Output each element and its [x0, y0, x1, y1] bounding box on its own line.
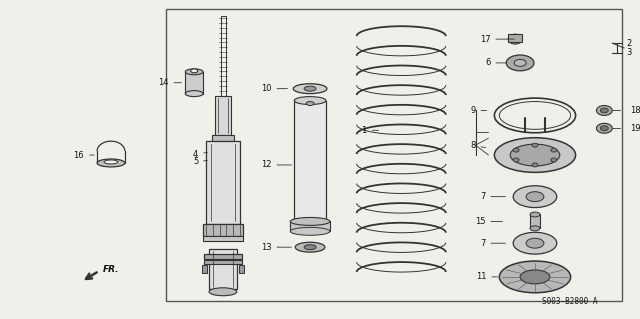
Ellipse shape	[97, 159, 125, 167]
Text: 8: 8	[470, 141, 486, 150]
Bar	[530, 214, 540, 228]
Ellipse shape	[514, 59, 526, 66]
Bar	[215, 96, 231, 135]
Bar	[508, 34, 522, 42]
Text: 17: 17	[480, 35, 515, 44]
Ellipse shape	[513, 186, 557, 208]
Ellipse shape	[104, 160, 118, 164]
Text: 14: 14	[158, 78, 182, 87]
Ellipse shape	[291, 227, 330, 235]
Ellipse shape	[532, 143, 538, 147]
Ellipse shape	[304, 86, 316, 91]
Text: 1: 1	[362, 126, 379, 135]
Ellipse shape	[532, 163, 538, 167]
Bar	[239, 265, 244, 273]
Text: 9: 9	[470, 106, 486, 115]
Ellipse shape	[551, 158, 557, 162]
Text: 15: 15	[475, 217, 502, 226]
Ellipse shape	[551, 148, 557, 152]
Text: 10: 10	[261, 84, 287, 93]
Ellipse shape	[600, 126, 608, 131]
Text: FR.: FR.	[103, 265, 120, 274]
Text: 7: 7	[480, 239, 506, 248]
Ellipse shape	[596, 106, 612, 115]
Ellipse shape	[506, 55, 534, 71]
Ellipse shape	[513, 148, 519, 152]
Ellipse shape	[513, 232, 557, 254]
Bar	[221, 16, 226, 96]
Text: S003-B2800 A: S003-B2800 A	[542, 297, 597, 306]
Ellipse shape	[293, 84, 327, 93]
Ellipse shape	[291, 218, 330, 226]
Bar	[203, 236, 243, 241]
Ellipse shape	[304, 245, 316, 250]
Ellipse shape	[530, 226, 540, 231]
Ellipse shape	[209, 288, 237, 296]
Ellipse shape	[508, 34, 522, 44]
Bar	[212, 135, 234, 141]
Bar	[204, 254, 242, 259]
Text: 6: 6	[485, 58, 506, 67]
Ellipse shape	[530, 212, 540, 217]
Text: 2: 2	[626, 39, 632, 48]
Bar	[204, 260, 242, 264]
Ellipse shape	[600, 108, 608, 113]
Bar	[203, 224, 243, 236]
Ellipse shape	[191, 69, 198, 73]
Text: 19: 19	[630, 124, 640, 133]
Ellipse shape	[295, 242, 325, 252]
Ellipse shape	[499, 261, 571, 293]
Ellipse shape	[596, 123, 612, 133]
Text: 11: 11	[476, 272, 497, 281]
Ellipse shape	[510, 144, 560, 166]
Ellipse shape	[185, 69, 203, 75]
Text: 18: 18	[630, 106, 640, 115]
Bar	[185, 72, 203, 93]
Ellipse shape	[185, 91, 203, 97]
Bar	[202, 265, 207, 273]
Text: 3: 3	[626, 48, 632, 57]
Text: 13: 13	[261, 243, 291, 252]
Text: 16: 16	[74, 151, 94, 160]
Text: 7: 7	[480, 192, 506, 201]
Ellipse shape	[526, 238, 544, 248]
Text: 5: 5	[193, 158, 207, 167]
Bar	[294, 100, 326, 221]
Ellipse shape	[494, 138, 575, 172]
Ellipse shape	[306, 101, 314, 106]
Ellipse shape	[520, 270, 550, 284]
Bar	[291, 221, 330, 231]
Ellipse shape	[294, 97, 326, 105]
Bar	[209, 249, 237, 289]
Text: 4: 4	[193, 150, 207, 159]
Bar	[206, 141, 240, 224]
Ellipse shape	[526, 192, 544, 202]
Text: 12: 12	[261, 160, 291, 169]
Bar	[166, 9, 622, 301]
Ellipse shape	[513, 158, 519, 162]
